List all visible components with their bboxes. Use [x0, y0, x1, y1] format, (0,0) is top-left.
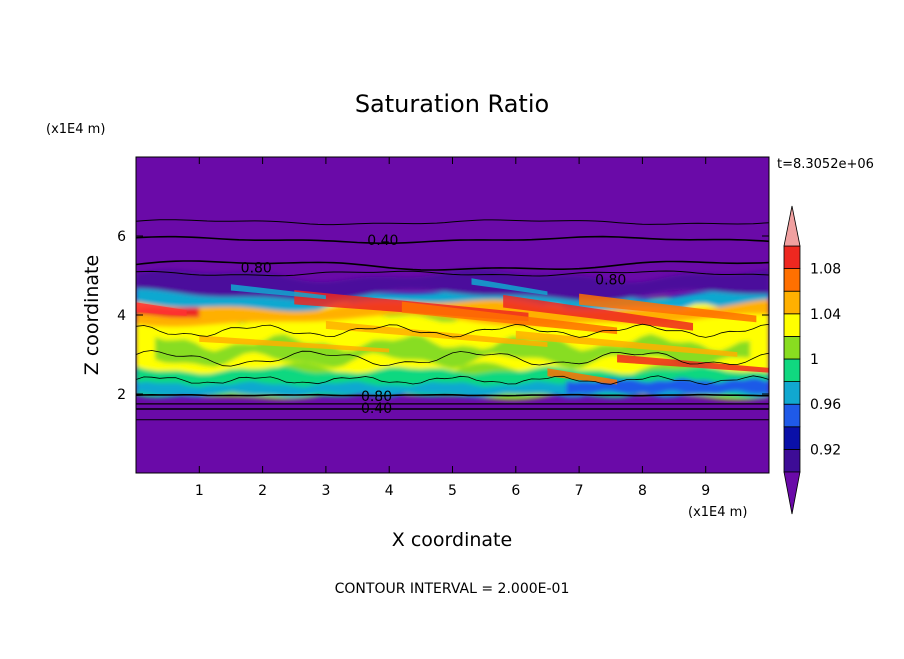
- x-tick-label: 6: [511, 483, 520, 499]
- field-streak: [230, 284, 326, 300]
- colorbar-swatch: [783, 448, 801, 473]
- contour-040-upper: [136, 235, 769, 245]
- x-tick-label: 8: [638, 483, 647, 499]
- y-tick-label: 2: [117, 387, 126, 403]
- footer-contour-interval: CONTOUR INTERVAL = 2.000E-01: [335, 581, 570, 597]
- x-tick-label: 1: [195, 483, 204, 499]
- contour-cloud-3: [136, 375, 769, 386]
- field-streak: [503, 294, 694, 331]
- y-tick-label: 4: [117, 308, 126, 324]
- x-axis-label: X coordinate: [392, 529, 512, 551]
- layer-green-mid: [155, 333, 750, 370]
- colorbar-swatch: [783, 313, 801, 337]
- field-streak: [325, 320, 548, 347]
- field-streaks: [136, 278, 769, 385]
- contour-upper-thin: [136, 219, 769, 226]
- colorbar-swatch: [783, 358, 801, 383]
- contour-label: 0.40: [367, 233, 398, 249]
- y-tick-label: 6: [117, 229, 126, 245]
- x-tick-label: 5: [448, 483, 457, 499]
- y-axis: 2 4 6: [117, 229, 769, 403]
- x-tick-label: 9: [701, 483, 710, 499]
- contour-label: 0.80: [241, 261, 272, 277]
- colorbar-swatch: [783, 403, 801, 428]
- x-axis: 1 2 3 4 5 6 7 8 9: [195, 157, 710, 499]
- x-unit-label: (x1E4 m): [688, 505, 747, 520]
- contour-080-lower: [136, 393, 769, 397]
- contour-cloud-1: [136, 350, 769, 367]
- field-streak: [579, 293, 757, 323]
- contour-label: 0.80: [595, 272, 626, 288]
- field-streak: [515, 330, 738, 357]
- contour-080-upper: [136, 260, 769, 271]
- x-tick-label: 7: [575, 483, 584, 499]
- contour-label: 0.80: [361, 389, 392, 405]
- colorbar-label: 1.04: [810, 307, 841, 323]
- colorbar-swatch: [783, 426, 801, 450]
- colorbar: 0.92 0.96 1 1.04 1.08: [783, 205, 841, 515]
- field-streak: [136, 302, 187, 316]
- contour-cloud-2: [136, 323, 769, 338]
- field-streak: [547, 368, 618, 385]
- colorbar-swatch: [783, 290, 801, 315]
- colorbar-swatch: [783, 335, 801, 360]
- contour-labels: 0.400.800.800.800.40: [241, 233, 627, 417]
- plot-area: [136, 157, 769, 473]
- x-tick-label: 4: [385, 483, 394, 499]
- colorbar-label: 0.96: [810, 397, 841, 413]
- field-streak: [401, 301, 618, 335]
- y-unit-label: (x1E4 m): [46, 122, 105, 137]
- contour-lines: [136, 219, 769, 421]
- x-tick-label: 3: [321, 483, 330, 499]
- colorbar-swatch: [783, 268, 801, 292]
- colorbar-label: 1.08: [810, 262, 841, 278]
- colorbar-label: 0.92: [810, 442, 841, 458]
- x-tick-label: 2: [258, 483, 267, 499]
- field-streak: [199, 335, 390, 353]
- y-axis-label: Z coordinate: [81, 255, 103, 375]
- time-label: t=8.3052e+06: [777, 157, 874, 172]
- field-streak: [471, 278, 548, 296]
- colorbar-over-arrow: [783, 205, 801, 247]
- contour-label: 0.40: [361, 401, 392, 417]
- colorbar-swatch: [783, 245, 801, 270]
- colorbar-under-arrow: [783, 471, 801, 515]
- chart-title: Saturation Ratio: [355, 90, 549, 118]
- colorbar-swatch: [783, 381, 801, 405]
- contour-upper-inner: [136, 270, 769, 277]
- colorbar-label: 1: [810, 352, 819, 368]
